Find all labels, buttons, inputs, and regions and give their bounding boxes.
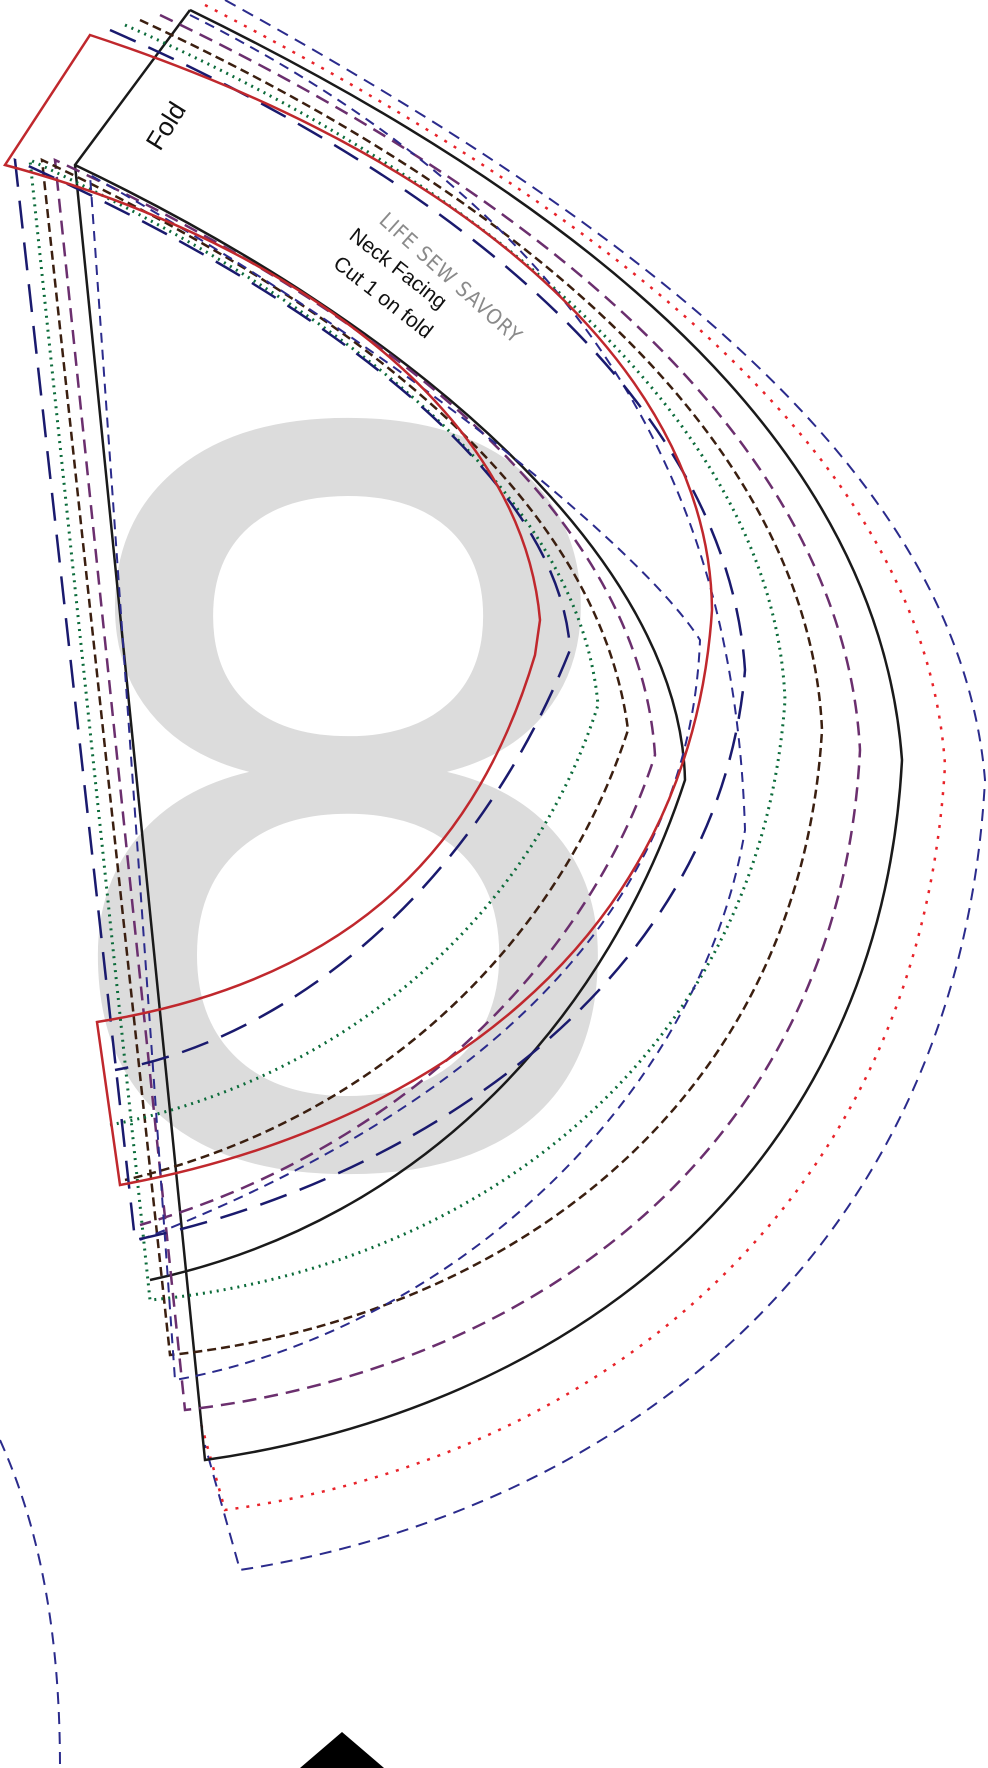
size-line-blue-dashed-inner	[88, 14, 747, 1382]
diamond-notch-marker	[300, 1732, 384, 1768]
adjacent-piece-dashed-arc	[0, 1439, 61, 1768]
size-line-green-dotted	[28, 23, 787, 1302]
size-line-purple-dashed	[53, 13, 862, 1412]
size-line-red-solid-outline	[3, 33, 714, 1187]
fold-label: Fold	[140, 96, 192, 155]
size-line-navy-long-dash	[13, 28, 747, 1242]
page-number: 8	[30, 232, 666, 1396]
size-line-brown-dashed	[40, 18, 824, 1357]
size-line-black-solid-inner	[74, 163, 687, 1282]
size-line-black-solid-outer	[73, 8, 904, 1462]
